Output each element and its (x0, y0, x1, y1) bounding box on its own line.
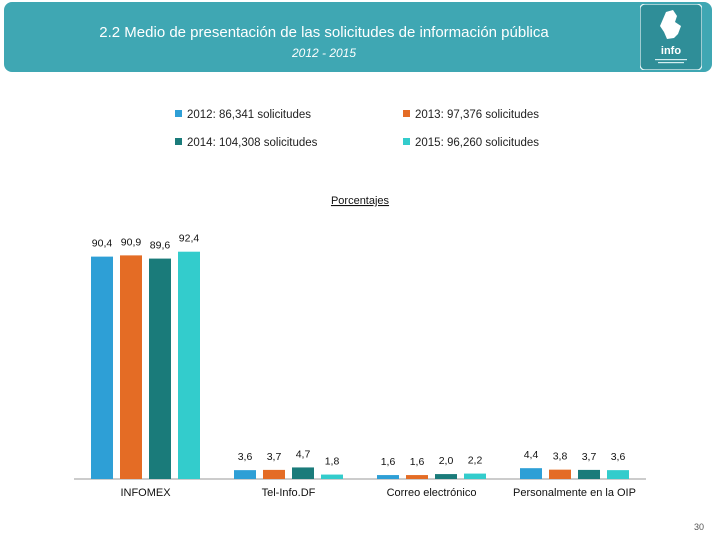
data-label-personalmente-en-la-oip-series-1: 4,4 (524, 449, 539, 461)
category-label-correo-electronico: Correo electrónico (387, 487, 477, 499)
page-title: 2.2 Medio de presentación de las solicit… (99, 24, 549, 41)
legend-item-2014: 2014: 104,308 solicitudes (175, 136, 317, 150)
bar-personalmente-en-la-oip-series-2 (549, 469, 571, 479)
legend-label-2013: 2013: 97,376 solicitudes (415, 109, 540, 121)
bar-tel-info-df-series-4 (321, 474, 343, 479)
bar-personalmente-en-la-oip-series-3 (578, 469, 600, 479)
data-label-infomex-series-4: 92,4 (179, 233, 200, 245)
bar-infomex-series-2 (120, 255, 142, 479)
data-label-correo-electronico-series-3: 2,0 (439, 455, 454, 467)
data-label-tel-info-df-series-4: 1,8 (325, 456, 340, 468)
bar-tel-info-df-series-3 (292, 467, 314, 479)
page-subtitle: 2012 - 2015 (291, 46, 357, 60)
bar-infomex-series-4 (178, 251, 200, 479)
bar-personalmente-en-la-oip-series-4 (607, 470, 629, 479)
legend-swatch-2013 (403, 110, 410, 117)
page-number: 30 (694, 522, 705, 532)
bar-infomex-series-1 (91, 256, 113, 479)
title-banner: 2.2 Medio de presentación de las solicit… (4, 2, 712, 72)
bar-correo-electronico-series-3 (435, 474, 457, 479)
data-label-correo-electronico-series-4: 2,2 (468, 455, 483, 467)
chart-title: Porcentajes (331, 195, 390, 207)
data-label-personalmente-en-la-oip-series-2: 3,8 (553, 451, 568, 463)
legend-swatch-2015 (403, 138, 410, 145)
bar-correo-electronico-series-4 (464, 473, 486, 479)
data-label-tel-info-df-series-3: 4,7 (296, 448, 311, 460)
category-label-infomex: INFOMEX (120, 487, 171, 499)
legend-item-2013: 2013: 97,376 solicitudes (403, 108, 539, 122)
bar-infomex-series-3 (149, 258, 171, 479)
logo-wordmark: info (661, 45, 681, 57)
legend-label-2015: 2015: 96,260 solicitudes (415, 137, 540, 149)
bar-tel-info-df-series-1 (234, 470, 256, 479)
info-df-logo: info (640, 4, 702, 70)
data-label-correo-electronico-series-2: 1,6 (410, 456, 425, 468)
legend-item-2012: 2012: 86,341 solicitudes (175, 108, 311, 122)
data-label-infomex-series-1: 90,4 (92, 238, 113, 250)
data-label-personalmente-en-la-oip-series-4: 3,6 (611, 451, 626, 463)
bar-tel-info-df-series-2 (263, 469, 285, 479)
data-label-correo-electronico-series-1: 1,6 (381, 456, 396, 468)
data-label-personalmente-en-la-oip-series-3: 3,7 (582, 451, 597, 463)
legend-label-2012: 2012: 86,341 solicitudes (187, 109, 312, 121)
bar-correo-electronico-series-1 (377, 475, 399, 479)
category-label-tel-info-df: Tel-Info.DF (262, 487, 316, 499)
data-label-tel-info-df-series-2: 3,7 (267, 451, 282, 463)
data-label-infomex-series-2: 90,9 (121, 236, 142, 248)
data-label-infomex-series-3: 89,6 (150, 240, 171, 252)
legend-item-2015: 2015: 96,260 solicitudes (403, 136, 539, 150)
legend-label-2014: 2014: 104,308 solicitudes (187, 137, 318, 149)
category-label-personalmente-en-la-oip: Personalmente en la OIP (513, 487, 636, 499)
legend-swatch-2012 (175, 110, 182, 117)
bar-correo-electronico-series-2 (406, 475, 428, 479)
data-label-tel-info-df-series-1: 3,6 (238, 451, 253, 463)
bar-personalmente-en-la-oip-series-1 (520, 468, 542, 479)
legend-swatch-2014 (175, 138, 182, 145)
